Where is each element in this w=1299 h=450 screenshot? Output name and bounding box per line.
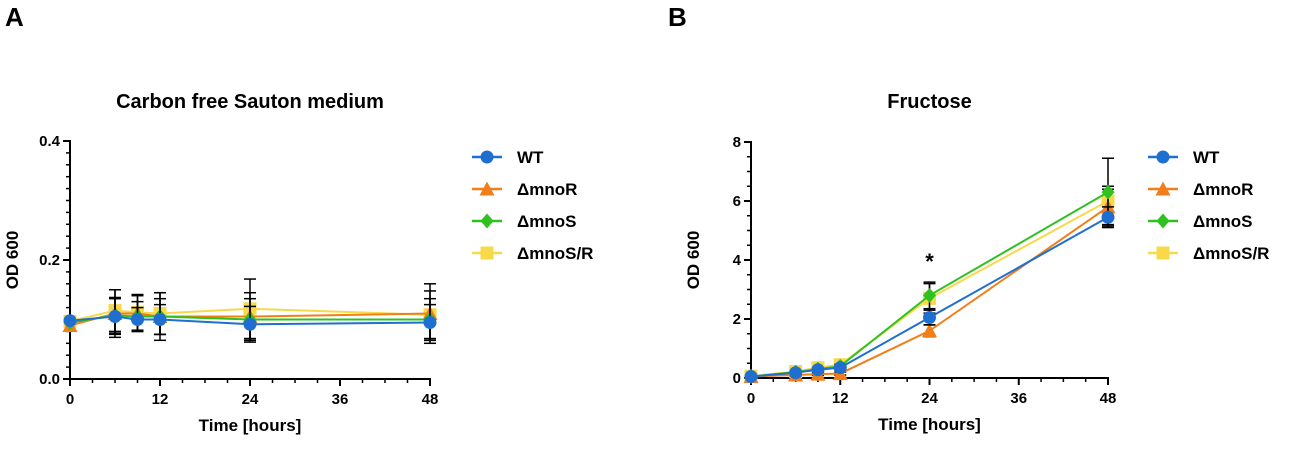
x-tick-label: 12: [152, 391, 169, 408]
series-line: [750, 216, 1109, 378]
data-point: [833, 361, 847, 375]
legend-marker: [1156, 246, 1170, 260]
data-point: [789, 366, 803, 380]
legend-label: ΔmnoR: [1193, 180, 1253, 199]
significance-annotation: *: [925, 249, 934, 274]
data-point: [153, 313, 167, 326]
legend-marker: [1156, 150, 1170, 164]
y-tick-label: 4: [733, 252, 742, 269]
x-tick-label: 0: [66, 391, 74, 408]
data-point: [423, 315, 437, 329]
legend-label: ΔmnoS: [1193, 212, 1252, 231]
series-line: [69, 307, 431, 323]
x-tick-label: 24: [921, 390, 938, 407]
data-point: [811, 363, 825, 377]
data-point: [1101, 184, 1115, 200]
legend-marker: [1156, 213, 1170, 229]
x-axis-label: Time [hours]: [199, 416, 302, 435]
legend-marker: [480, 150, 494, 164]
data-point: [63, 314, 77, 328]
x-tick-label: 0: [747, 390, 755, 407]
legend-label: ΔmnoR: [517, 180, 577, 199]
y-tick-label: 6: [733, 193, 741, 210]
legend-item: WT: [1148, 148, 1220, 167]
legend-item: ΔmnoS/R: [472, 244, 593, 263]
legend-label: ΔmnoS/R: [1193, 244, 1269, 263]
legend-label: WT: [517, 148, 544, 167]
data-point: [923, 311, 936, 325]
legend-marker: [480, 246, 494, 260]
data-point: [1101, 210, 1115, 224]
panel-letter-a: A: [5, 2, 24, 32]
data-point: [744, 370, 758, 384]
y-tick-label: 2: [733, 311, 741, 328]
series-line: [69, 315, 431, 326]
panel-letter-b: B: [668, 2, 687, 32]
y-tick-label: 0.4: [39, 133, 61, 150]
series-line: [750, 206, 1109, 378]
legend-marker: [1155, 181, 1171, 196]
y-tick-label: 0.0: [39, 371, 60, 388]
data-point: [108, 310, 122, 324]
legend-label: WT: [1193, 148, 1220, 167]
data-point: [131, 313, 144, 326]
y-tick-label: 8: [733, 134, 741, 151]
x-tick-label: 36: [332, 391, 349, 408]
chart-carbon-free: Carbon free Sauton medium 0.0 0.2 0.4 0 12 24 3…: [3, 91, 593, 435]
chart-title: Carbon free Sauton medium: [116, 91, 384, 113]
legend-item: ΔmnoS: [472, 212, 576, 231]
legend-label: ΔmnoS/R: [517, 244, 593, 263]
x-axis-label: Time [hours]: [878, 415, 981, 434]
legend-item: ΔmnoS: [1148, 212, 1252, 231]
x-tick-label: 36: [1010, 390, 1027, 407]
data-point: [243, 317, 257, 331]
x-tick-label: 48: [1100, 390, 1117, 407]
series-WT: [744, 206, 1115, 384]
legend-marker: [479, 181, 495, 196]
legend-item: ΔmnoR: [1148, 180, 1253, 199]
x-tick-label: 48: [422, 391, 439, 408]
legend-marker: [480, 213, 494, 229]
y-axis-label: OD 600: [684, 231, 703, 290]
y-tick-label: 0.2: [39, 252, 60, 269]
series-WT: [63, 297, 437, 343]
legend-item: ΔmnoS/R: [1148, 244, 1269, 263]
legend-label: ΔmnoS: [517, 212, 576, 231]
chart-title: Fructose: [887, 91, 971, 113]
data-point: [922, 323, 937, 338]
x-tick-label: 12: [832, 390, 849, 407]
data-point: [923, 287, 936, 303]
legend-item: WT: [472, 148, 544, 167]
y-axis-label: OD 600: [3, 231, 22, 290]
x-tick-label: 24: [242, 391, 259, 408]
y-tick-label: 0: [733, 370, 741, 387]
legend-item: ΔmnoR: [472, 180, 577, 199]
